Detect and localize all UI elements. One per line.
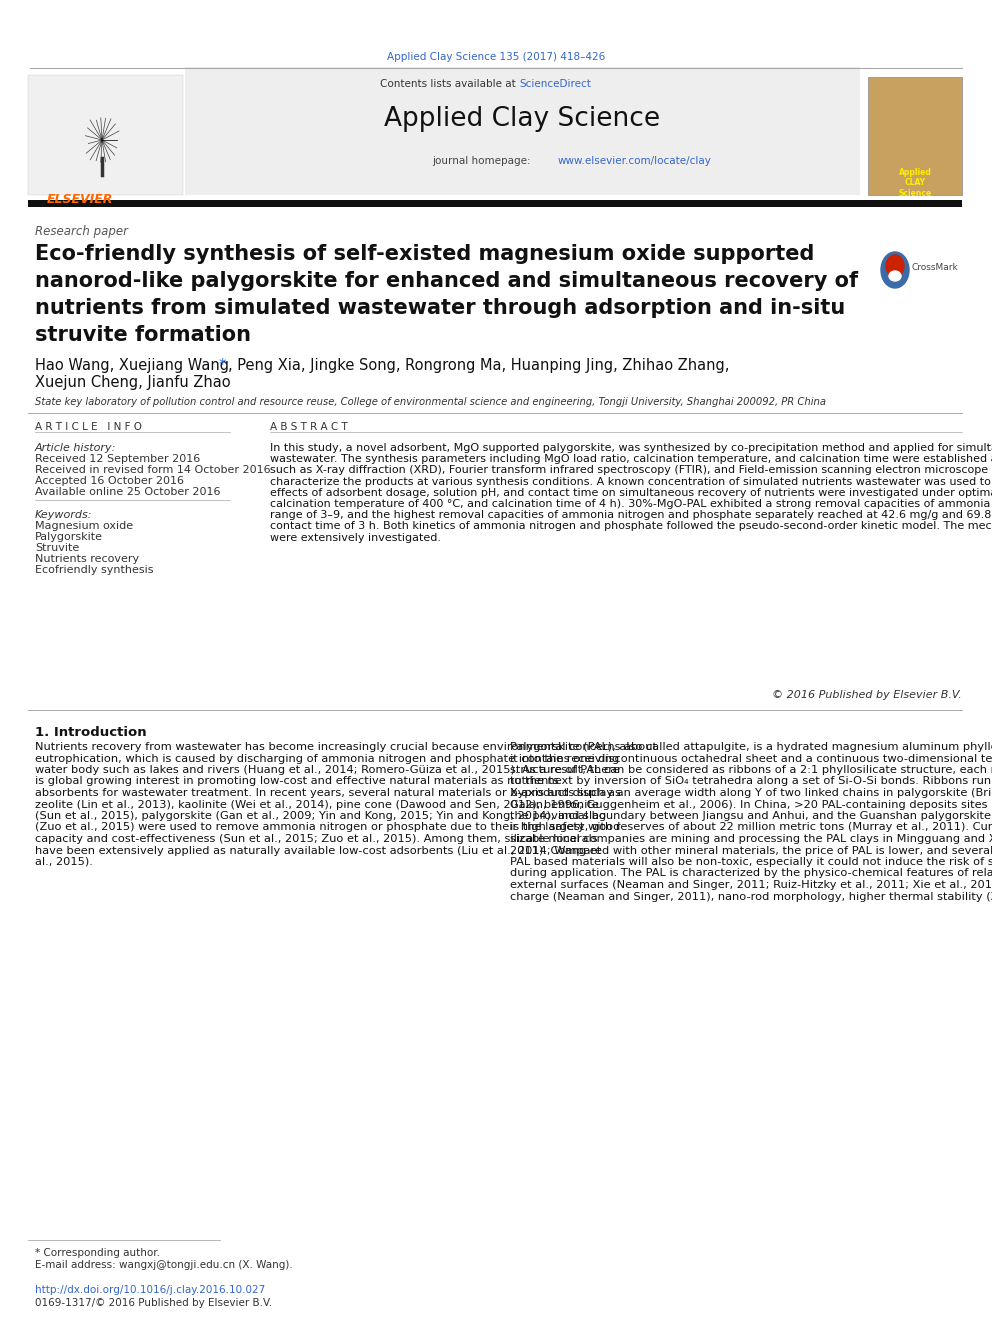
Text: Eco-friendly synthesis of self-existed magnesium oxide supported: Eco-friendly synthesis of self-existed m… — [35, 243, 814, 265]
Text: A B S T R A C T: A B S T R A C T — [270, 422, 348, 433]
Text: Received in revised form 14 October 2016: Received in revised form 14 October 2016 — [35, 464, 271, 475]
Text: to the next by inversion of SiO₄ tetrahedra along a set of Si-O-Si bonds. Ribbon: to the next by inversion of SiO₄ tetrahe… — [510, 777, 992, 786]
Text: external surfaces (Neaman and Singer, 2011; Ruiz-Hitzky et al., 2011; Xie et al.: external surfaces (Neaman and Singer, 20… — [510, 880, 992, 890]
Text: nanorod-like palygorskite for enhanced and simultaneous recovery of: nanorod-like palygorskite for enhanced a… — [35, 271, 858, 291]
Text: Struvite: Struvite — [35, 542, 79, 553]
Text: eutrophication, which is caused by discharging of ammonia nitrogen and phosphate: eutrophication, which is caused by disch… — [35, 754, 619, 763]
Text: Available online 25 October 2016: Available online 25 October 2016 — [35, 487, 220, 497]
Text: charge (Neaman and Singer, 2011), nano-rod morphology, higher thermal stability : charge (Neaman and Singer, 2011), nano-r… — [510, 892, 992, 901]
Text: Received 12 September 2016: Received 12 September 2016 — [35, 454, 200, 464]
Bar — [28, 200, 962, 206]
Text: Nutrients recovery: Nutrients recovery — [35, 554, 139, 564]
Text: Palygorskite: Palygorskite — [35, 532, 103, 542]
Text: contact time of 3 h. Both kinetics of ammonia nitrogen and phosphate followed th: contact time of 3 h. Both kinetics of am… — [270, 521, 992, 532]
Text: PAL based materials will also be non-toxic, especially it could not induce the r: PAL based materials will also be non-tox… — [510, 857, 992, 867]
Text: were extensively investigated.: were extensively investigated. — [270, 533, 441, 542]
Text: sizable local companies are mining and processing the PAL clays in Mingguang and: sizable local companies are mining and p… — [510, 833, 992, 844]
Text: effects of adsorbent dosage, solution pH, and contact time on simultaneous recov: effects of adsorbent dosage, solution pH… — [270, 488, 992, 497]
Text: absorbents for wastewater treatment. In recent years, several natural materials : absorbents for wastewater treatment. In … — [35, 789, 621, 798]
Text: Accepted 16 October 2016: Accepted 16 October 2016 — [35, 476, 184, 486]
Text: *: * — [219, 359, 226, 373]
Ellipse shape — [886, 255, 904, 277]
Text: Palygorskite (PAL), also called attapulgite, is a hydrated magnesium aluminum ph: Palygorskite (PAL), also called attapulg… — [510, 742, 992, 751]
Text: Xuejun Cheng, Jianfu Zhao: Xuejun Cheng, Jianfu Zhao — [35, 374, 230, 390]
Text: 1. Introduction: 1. Introduction — [35, 726, 147, 740]
Text: Research paper: Research paper — [35, 225, 128, 238]
Text: (Sun et al., 2015), palygorskite (Gan et al., 2009; Yin and Kong, 2015; Yin and : (Sun et al., 2015), palygorskite (Gan et… — [35, 811, 606, 822]
Text: is the largest with reserves of about 22 million metric tons (Murray et al., 201: is the largest with reserves of about 22… — [510, 823, 992, 832]
Text: struvite formation: struvite formation — [35, 325, 251, 345]
Bar — [868, 77, 962, 194]
Text: water body such as lakes and rivers (Huang et al., 2014; Romero-Güiza et al., 20: water body such as lakes and rivers (Hua… — [35, 765, 620, 775]
Text: wastewater. The synthesis parameters including MgO load ratio, calcination tempe: wastewater. The synthesis parameters inc… — [270, 454, 992, 464]
Text: characterize the products at various synthesis conditions. A known concentration: characterize the products at various syn… — [270, 476, 992, 487]
Text: (Zuo et al., 2015) were used to remove ammonia nitrogen or phosphate due to thei: (Zuo et al., 2015) were used to remove a… — [35, 823, 620, 832]
Text: have been extensively applied as naturally available low-cost adsorbents (Liu et: have been extensively applied as natural… — [35, 845, 601, 856]
Text: Applied
CLAY
Science: Applied CLAY Science — [899, 168, 931, 198]
Text: State key laboratory of pollution control and resource reuse, College of environ: State key laboratory of pollution contro… — [35, 397, 826, 407]
Text: A R T I C L E   I N F O: A R T I C L E I N F O — [35, 422, 142, 433]
Bar — [28, 75, 183, 194]
Text: al., 2015).: al., 2015). — [35, 857, 93, 867]
Text: 0169-1317/© 2016 Published by Elsevier B.V.: 0169-1317/© 2016 Published by Elsevier B… — [35, 1298, 272, 1308]
Text: Applied Clay Science: Applied Clay Science — [384, 106, 660, 132]
Text: it contains one discontinuous octahedral sheet and a continuous two-dimensional : it contains one discontinuous octahedral… — [510, 754, 992, 763]
Text: Hao Wang, Xuejiang Wang: Hao Wang, Xuejiang Wang — [35, 359, 234, 373]
Text: CrossMark: CrossMark — [912, 263, 958, 273]
Text: 2011). Compared with other mineral materials, the price of PAL is lower, and sev: 2011). Compared with other mineral mater… — [510, 845, 992, 856]
Text: Applied Clay Science 135 (2017) 418–426: Applied Clay Science 135 (2017) 418–426 — [387, 52, 605, 62]
Text: * Corresponding author.: * Corresponding author. — [35, 1248, 160, 1258]
Text: E-mail address: wangxj@tongji.edu.cn (X. Wang).: E-mail address: wangxj@tongji.edu.cn (X.… — [35, 1259, 293, 1270]
Text: such as X-ray diffraction (XRD), Fourier transform infrared spectroscopy (FTIR),: such as X-ray diffraction (XRD), Fourier… — [270, 466, 992, 475]
Text: © 2016 Published by Elsevier B.V.: © 2016 Published by Elsevier B.V. — [772, 691, 962, 700]
Text: Article history:: Article history: — [35, 443, 116, 452]
FancyBboxPatch shape — [185, 67, 860, 194]
Text: Nutrients recovery from wastewater has become increasingly crucial because envir: Nutrients recovery from wastewater has b… — [35, 742, 657, 751]
Text: In this study, a novel adsorbent, MgO supported palygorskite, was synthesized by: In this study, a novel adsorbent, MgO su… — [270, 443, 992, 452]
Text: zeolite (Lin et al., 2013), kaolinite (Wei et al., 2014), pine cone (Dawood and : zeolite (Lin et al., 2013), kaolinite (W… — [35, 799, 599, 810]
Text: http://dx.doi.org/10.1016/j.clay.2016.10.027: http://dx.doi.org/10.1016/j.clay.2016.10… — [35, 1285, 265, 1295]
Text: www.elsevier.com/locate/clay: www.elsevier.com/locate/clay — [558, 156, 712, 165]
Text: nutrients from simulated wastewater through adsorption and in-situ: nutrients from simulated wastewater thro… — [35, 298, 845, 318]
Text: during application. The PAL is characterized by the physico-chemical features of: during application. The PAL is character… — [510, 868, 992, 878]
Text: X-axis and display an average width along Y of two linked chains in palygorskite: X-axis and display an average width alon… — [510, 789, 992, 798]
Text: capacity and cost-effectiveness (Sun et al., 2015; Zuo et al., 2015). Among them: capacity and cost-effectiveness (Sun et … — [35, 833, 597, 844]
Text: Keywords:: Keywords: — [35, 509, 92, 520]
Text: , Peng Xia, Jingke Song, Rongrong Ma, Huanping Jing, Zhihao Zhang,: , Peng Xia, Jingke Song, Rongrong Ma, Hu… — [228, 359, 729, 373]
Text: ELSEVIER: ELSEVIER — [47, 193, 113, 206]
Ellipse shape — [881, 251, 909, 288]
Text: Contents lists available at: Contents lists available at — [380, 79, 519, 89]
Text: Magnesium oxide: Magnesium oxide — [35, 521, 133, 531]
Text: journal homepage:: journal homepage: — [432, 156, 534, 165]
Text: ScienceDirect: ScienceDirect — [519, 79, 591, 89]
Text: Ecofriendly synthesis: Ecofriendly synthesis — [35, 565, 154, 576]
Ellipse shape — [889, 271, 901, 280]
Text: the provincial boundary between Jiangsu and Anhui, and the Guanshan palygorskite: the provincial boundary between Jiangsu … — [510, 811, 992, 822]
Text: Galan, 1996; Guggenheim et al., 2006). In China, >20 PAL-containing deposits sit: Galan, 1996; Guggenheim et al., 2006). I… — [510, 799, 992, 810]
Text: range of 3–9, and the highest removal capacities of ammonia nitrogen and phospha: range of 3–9, and the highest removal ca… — [270, 511, 992, 520]
Text: calcination temperature of 400 °C, and calcination time of 4 h). 30%-MgO-PAL exh: calcination temperature of 400 °C, and c… — [270, 499, 992, 509]
Text: is global growing interest in promoting low-cost and effective natural materials: is global growing interest in promoting … — [35, 777, 558, 786]
Text: structure of PAL can be considered as ribbons of a 2:1 phyllosilicate structure,: structure of PAL can be considered as ri… — [510, 765, 992, 775]
